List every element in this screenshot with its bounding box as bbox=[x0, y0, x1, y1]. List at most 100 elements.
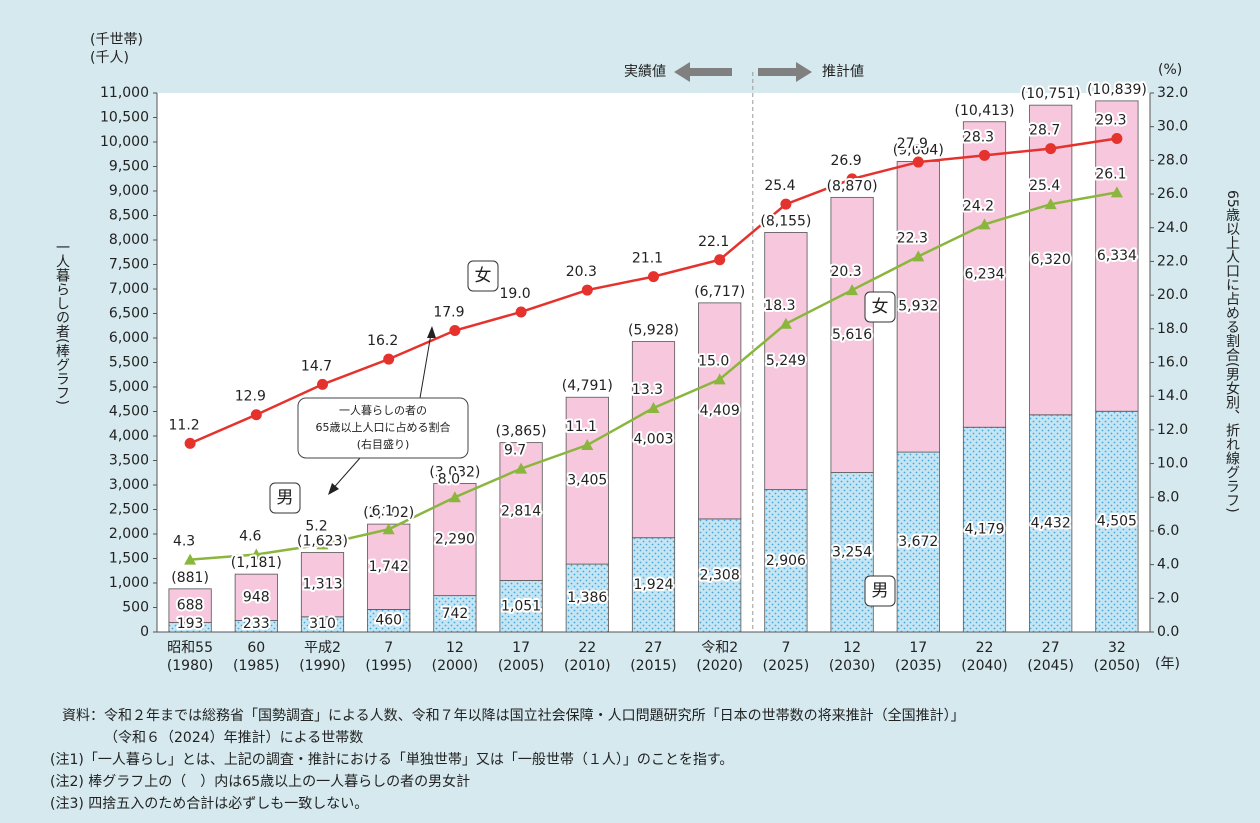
bar-value-label: 1,313 bbox=[302, 577, 342, 593]
bar-segment bbox=[830, 472, 874, 633]
bar-value-label: 4,003 bbox=[633, 432, 673, 448]
bar-segment bbox=[631, 537, 676, 633]
line-value-label: 22.1 bbox=[698, 234, 729, 250]
y-tick-label: 1,000 bbox=[109, 575, 149, 591]
y2-tick-label: 6.0 bbox=[1157, 523, 1179, 539]
line-value-label: 14.7 bbox=[301, 358, 332, 374]
line-marker bbox=[1044, 198, 1057, 210]
total-label: (8,155) bbox=[760, 213, 811, 229]
bar-segment bbox=[234, 573, 278, 621]
bar-segment bbox=[367, 523, 411, 610]
y-tick-label: 2,000 bbox=[109, 526, 149, 542]
x-tick-year: (2015) bbox=[630, 658, 677, 674]
bar-value-label: 3,254 bbox=[832, 544, 872, 560]
bar-value-label: 2,814 bbox=[501, 504, 541, 520]
y2-tick-label: 12.0 bbox=[1157, 422, 1188, 438]
bar-value-label: 2,308 bbox=[700, 567, 740, 583]
line-value-label: 29.3 bbox=[1095, 112, 1126, 128]
bar-segment bbox=[631, 341, 676, 539]
y-tick-label: 6,000 bbox=[109, 330, 149, 346]
total-label: (881) bbox=[171, 570, 209, 586]
x-tick-label: 17 bbox=[512, 640, 530, 656]
line-value-label: 15.0 bbox=[698, 353, 729, 369]
bar-segment bbox=[168, 588, 212, 623]
y-tick-label: 4,500 bbox=[109, 404, 149, 420]
line-marker bbox=[316, 538, 329, 550]
bar-segment bbox=[896, 161, 940, 453]
bar-segment bbox=[565, 563, 609, 633]
line-value-label: 12.9 bbox=[235, 389, 266, 405]
line-marker bbox=[912, 156, 924, 168]
bar-value-label: 6,334 bbox=[1097, 248, 1137, 264]
note: 資料：令和２年までは総務省「国勢調査」による人数、令和７年以降は国立社会保障・人… bbox=[62, 707, 965, 724]
line-value-label: 26.1 bbox=[1095, 166, 1126, 182]
line-value-label: 22.3 bbox=[897, 230, 928, 246]
line-marker bbox=[515, 462, 528, 474]
line-value-label: 6.1 bbox=[372, 503, 394, 519]
x-tick-year: (2035) bbox=[895, 658, 942, 674]
bar-value-label: 742 bbox=[442, 606, 469, 622]
y-tick-label: 8,500 bbox=[109, 208, 149, 224]
y-axis-title: 一人暮らしの者(棒グラフ) bbox=[54, 240, 70, 405]
series-name-box bbox=[864, 575, 896, 607]
x-tick-label: 22 bbox=[578, 640, 596, 656]
y2-tick-label: 4.0 bbox=[1157, 557, 1179, 573]
notes: 資料：令和２年までは総務省「国勢調査」による人数、令和７年以降は国立社会保障・人… bbox=[50, 707, 965, 812]
line-marker bbox=[184, 553, 197, 565]
bar-value-label: 460 bbox=[375, 613, 402, 629]
bar-segment bbox=[764, 232, 808, 491]
line-marker bbox=[1111, 132, 1123, 144]
x-tick-label: 32 bbox=[1108, 640, 1126, 656]
y2-tick-label: 10.0 bbox=[1157, 456, 1188, 472]
y2-tick-label: 26.0 bbox=[1157, 186, 1188, 202]
y2-unit: (%) bbox=[1158, 62, 1182, 78]
bar-value-label: 310 bbox=[309, 616, 336, 632]
line-marker bbox=[383, 353, 395, 365]
x-tick-label: 60 bbox=[247, 640, 265, 656]
x-tick-label: 12 bbox=[843, 640, 861, 656]
total-label: (6,717) bbox=[694, 284, 745, 300]
y-tick-label: 11,000 bbox=[100, 85, 149, 101]
note: (注2) 棒グラフ上の（ ）内は65歳以上の一人暮らしの者の男女計 bbox=[50, 773, 470, 790]
total-label: (8,870) bbox=[827, 178, 878, 194]
bar-segment bbox=[433, 595, 477, 633]
line-value-label: 25.4 bbox=[1029, 178, 1060, 194]
y-unit: (千人) bbox=[90, 50, 129, 66]
x-tick-label: 7 bbox=[781, 640, 790, 656]
marks bbox=[153, 72, 1154, 633]
bar-segment bbox=[1029, 414, 1073, 633]
line-value-label: 28.3 bbox=[963, 129, 994, 145]
y-tick-label: 6,500 bbox=[109, 306, 149, 322]
line-value-label: 11.1 bbox=[566, 419, 597, 435]
x-tick-label: 22 bbox=[976, 640, 994, 656]
bar-value-label: 5,249 bbox=[766, 353, 806, 369]
bar-value-label: 5,616 bbox=[832, 327, 872, 343]
y2-tick-label: 30.0 bbox=[1157, 119, 1188, 135]
actual-label: 実績値 bbox=[624, 64, 666, 80]
y-tick-label: 8,000 bbox=[109, 232, 149, 248]
bar-value-label: 6,320 bbox=[1031, 252, 1071, 268]
x-tick-label: 27 bbox=[645, 640, 663, 656]
line-marker bbox=[648, 271, 659, 283]
x-tick-year: (1990) bbox=[299, 658, 346, 674]
x-tick-year: (2020) bbox=[696, 658, 743, 674]
bar-value-label: 233 bbox=[243, 616, 270, 632]
line-value-label: 18.3 bbox=[764, 298, 795, 314]
line-marker bbox=[779, 317, 792, 329]
line-value-label: 11.2 bbox=[169, 417, 200, 433]
y-tick-label: 500 bbox=[122, 600, 149, 616]
callout-box bbox=[297, 397, 469, 459]
y-tick-label: 1,500 bbox=[109, 551, 149, 567]
line-marker bbox=[382, 523, 395, 535]
total-label: (3,865) bbox=[496, 424, 547, 440]
y-tick-label: 2,500 bbox=[109, 502, 149, 518]
x-tick-year: (1995) bbox=[365, 658, 412, 674]
line-marker bbox=[713, 373, 726, 385]
line-value-label: 13.3 bbox=[632, 382, 663, 398]
line-value-label: 24.2 bbox=[963, 198, 994, 214]
bar-value-label: 688 bbox=[177, 598, 204, 614]
total-label: (1,181) bbox=[231, 555, 282, 571]
line-value-label: 5.2 bbox=[305, 518, 327, 534]
line-marker bbox=[250, 409, 262, 421]
line-marker bbox=[581, 284, 593, 296]
